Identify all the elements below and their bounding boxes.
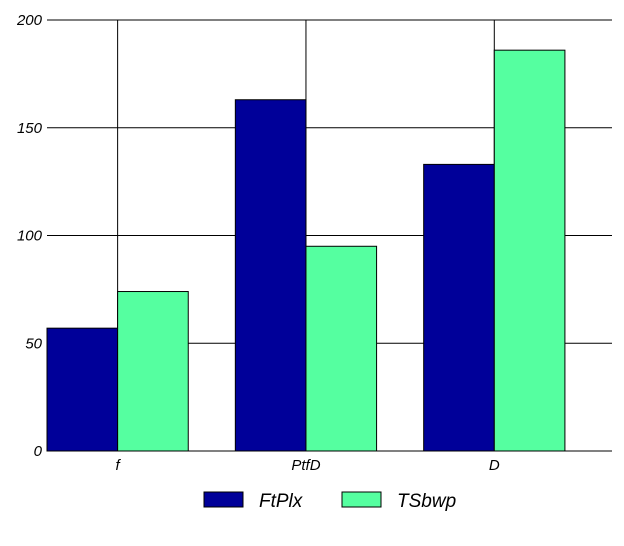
bar [234,99,307,452]
bars [46,49,566,452]
x-tick-label: D [489,457,500,474]
legend: FtPlx TSbwp [203,491,456,512]
legend-label: FtPlx [259,491,304,512]
y-tick-label: 100 [17,228,43,245]
y-tick-label: 150 [17,120,43,137]
y-tick-label: 0 [34,443,43,460]
y-tick-label: 50 [25,335,42,352]
bar [46,327,119,452]
legend-swatch [203,491,244,508]
y-tick-label: 200 [16,12,43,29]
x-tick-label: f [116,457,122,474]
bar [423,163,495,452]
legend-label: TSbwp [397,491,456,512]
bar [117,291,189,452]
bar [305,245,378,452]
tick-labels: 0 50 100 150 200 f PtfD D [16,12,500,474]
legend-swatch [341,491,382,508]
bar [493,49,566,452]
x-tick-label: PtfD [291,457,320,474]
